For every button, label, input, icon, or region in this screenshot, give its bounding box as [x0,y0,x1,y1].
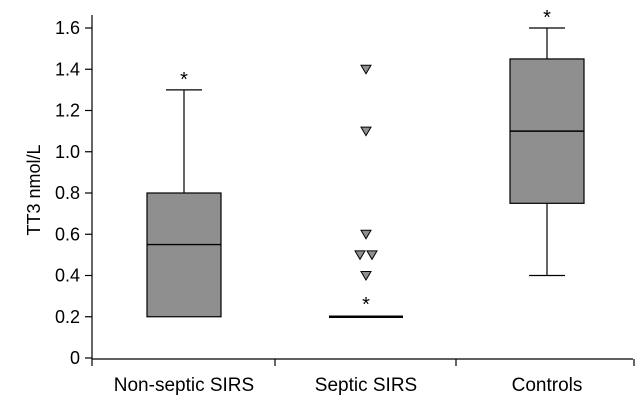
outlier-point [361,230,371,239]
y-tick-label: 1.2 [55,101,80,121]
significance-asterisk: * [362,294,370,316]
y-tick-label: 1.4 [55,59,80,79]
y-tick-label: 1.6 [55,18,80,38]
y-tick-label: 1.0 [55,142,80,162]
y-tick-label: 0.2 [55,307,80,327]
y-tick-label: 0.4 [55,266,80,286]
x-tick-label: Controls [512,375,583,396]
labels-layer: 0 0.2 0.4 0.6 0.8 1.0 1.2 1.4 1.6 Non-septic SIRS… [24,7,582,396]
y-tick-label: 0 [70,348,80,368]
y-tick-label: 0.8 [55,183,80,203]
box-group [329,65,403,317]
y-axis-label: TT3 nmol/L [24,144,44,235]
x-tick-label: Septic SIRS [315,375,417,396]
marks-layer [147,28,584,317]
outlier-point [361,272,371,281]
iqr-box [147,193,221,317]
significance-asterisk: * [180,69,188,91]
outlier-point [367,251,377,260]
box-group [510,28,584,276]
box-group [147,90,221,317]
x-tick-label: Non-septic SIRS [114,375,254,396]
outlier-point [355,251,365,260]
outlier-point [361,65,371,74]
significance-asterisk: * [543,7,551,29]
y-tick-label: 0.6 [55,224,80,244]
outlier-point [361,127,371,136]
